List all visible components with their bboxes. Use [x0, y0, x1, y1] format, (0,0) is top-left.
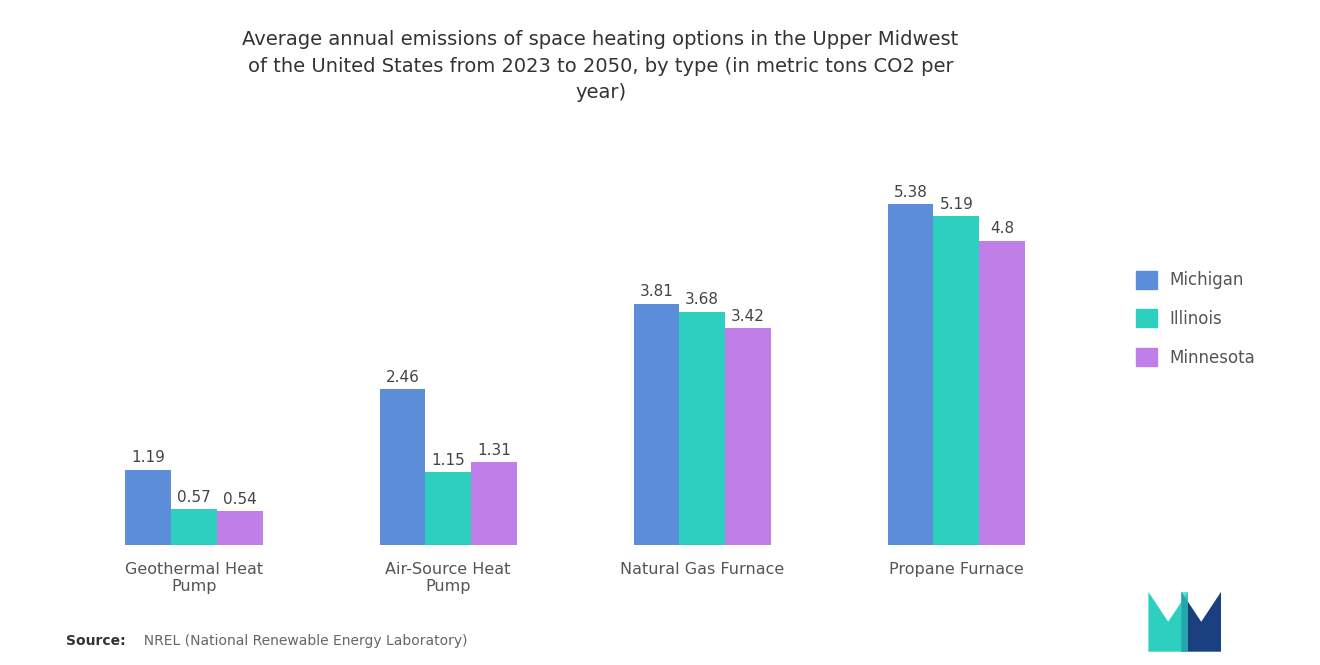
- Text: 1.19: 1.19: [132, 450, 165, 466]
- Polygon shape: [1181, 592, 1221, 652]
- Text: 0.54: 0.54: [223, 491, 256, 507]
- Text: 3.42: 3.42: [731, 309, 764, 324]
- Polygon shape: [1181, 592, 1188, 652]
- Bar: [425, 472, 471, 545]
- Bar: [933, 216, 979, 545]
- Bar: [888, 204, 933, 545]
- Bar: [216, 511, 263, 545]
- Text: 3.68: 3.68: [685, 293, 719, 307]
- Text: NREL (National Renewable Energy Laboratory): NREL (National Renewable Energy Laborato…: [135, 634, 467, 648]
- Bar: [380, 389, 425, 545]
- Text: 1.15: 1.15: [432, 453, 465, 468]
- Title: Average annual emissions of space heating options in the Upper Midwest
of the Un: Average annual emissions of space heatin…: [243, 31, 958, 102]
- Bar: [725, 329, 771, 545]
- Text: 5.19: 5.19: [940, 197, 973, 211]
- Text: 5.38: 5.38: [894, 185, 928, 199]
- Bar: [471, 462, 516, 545]
- Text: 4.8: 4.8: [990, 221, 1014, 236]
- Bar: [634, 304, 680, 545]
- Bar: [172, 509, 216, 545]
- Text: 3.81: 3.81: [640, 284, 673, 299]
- Text: 2.46: 2.46: [385, 370, 420, 385]
- Text: Source:: Source:: [66, 634, 125, 648]
- Legend: Michigan, Illinois, Minnesota: Michigan, Illinois, Minnesota: [1127, 262, 1263, 375]
- Text: 1.31: 1.31: [477, 443, 511, 458]
- Bar: [979, 241, 1024, 545]
- Text: 0.57: 0.57: [177, 489, 211, 505]
- Polygon shape: [1148, 592, 1188, 652]
- Bar: [125, 469, 172, 545]
- Bar: [680, 312, 725, 545]
